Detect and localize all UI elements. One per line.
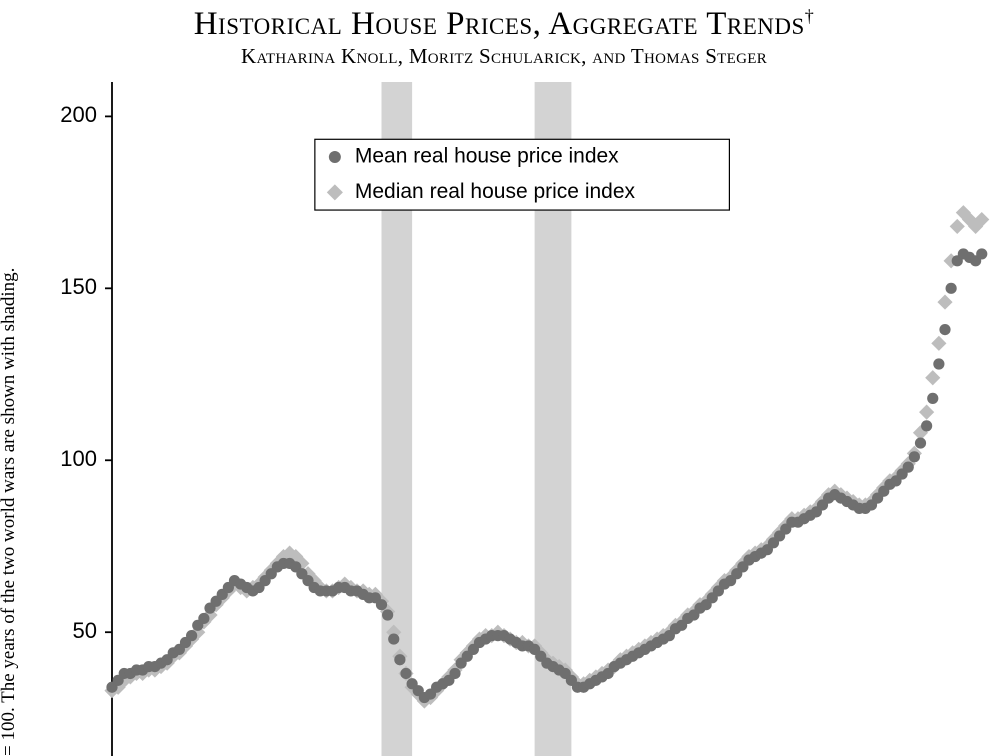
y-tick-label: 150 — [60, 274, 97, 299]
point-mean — [921, 420, 932, 431]
point-median — [919, 405, 934, 420]
point-mean — [186, 630, 197, 641]
legend-label: Median real house price index — [355, 180, 636, 203]
house-price-chart: 50100150200Mean real house price indexMe… — [40, 78, 1000, 756]
point-mean — [198, 613, 209, 624]
point-mean — [976, 248, 987, 259]
y-tick-label: 100 — [60, 446, 97, 471]
point-mean — [933, 358, 944, 369]
point-mean — [946, 283, 957, 294]
point-mean — [388, 633, 399, 644]
y-axis-label-container: = 100. The years of the two world wars a… — [4, 70, 28, 756]
legend-marker — [329, 151, 341, 163]
legend: Mean real house price index Median real h… — [315, 139, 730, 210]
point-median — [925, 370, 940, 385]
title-dagger: † — [805, 6, 815, 26]
point-mean — [376, 599, 387, 610]
point-mean — [449, 668, 460, 679]
y-tick-label: 50 — [73, 618, 97, 643]
point-mean — [382, 609, 393, 620]
point-median — [931, 336, 946, 351]
point-mean — [909, 451, 920, 462]
point-mean — [903, 462, 914, 473]
title-text: Historical House Prices, Aggregate Trend… — [194, 6, 805, 42]
point-mean — [400, 668, 411, 679]
point-mean — [915, 437, 926, 448]
legend-label: Mean real house price index — [355, 145, 619, 168]
chart-container: 50100150200Mean real house price indexMe… — [40, 78, 1000, 756]
y-axis-label: = 100. The years of the two world wars a… — [0, 268, 20, 756]
page-title: Historical House Prices, Aggregate Trend… — [0, 0, 1008, 42]
point-mean — [939, 324, 950, 335]
point-median — [950, 219, 965, 234]
y-tick-label: 200 — [60, 102, 97, 127]
point-mean — [394, 654, 405, 665]
point-mean — [927, 393, 938, 404]
authors-line: Katharina Knoll, Moritz Schularick, and … — [0, 44, 1008, 69]
point-median — [937, 294, 952, 309]
page-root: Historical House Prices, Aggregate Trend… — [0, 0, 1008, 756]
